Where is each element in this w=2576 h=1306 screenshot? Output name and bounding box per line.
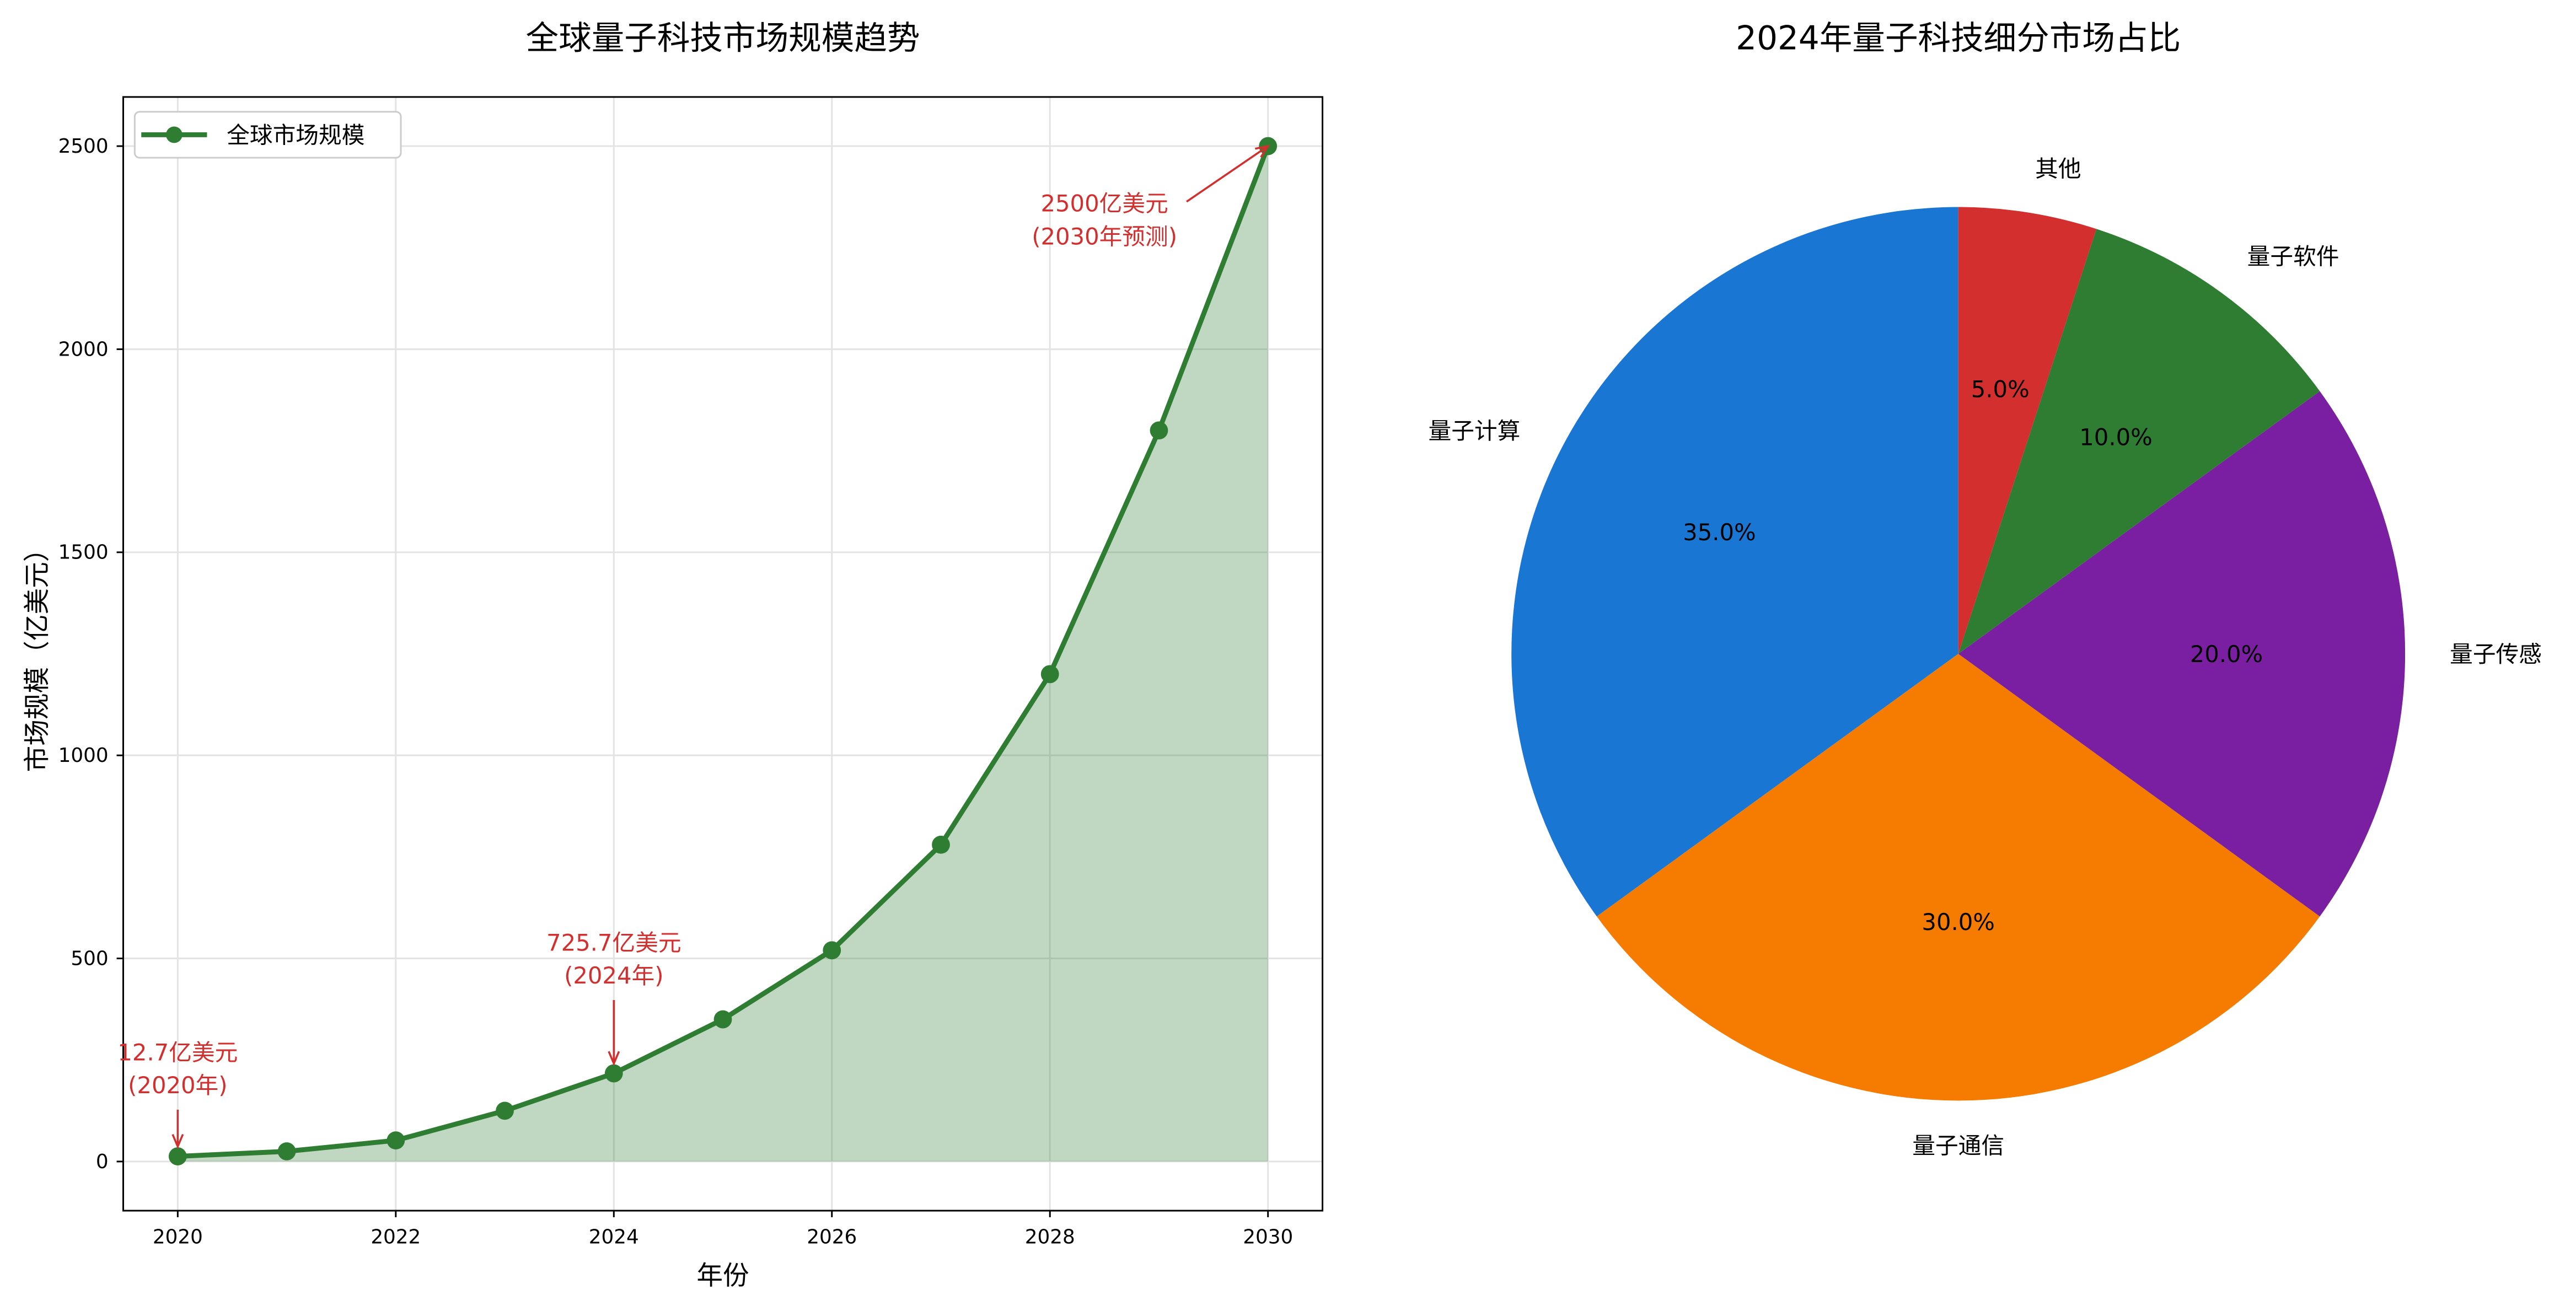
data-point [387, 1131, 405, 1150]
legend-marker [165, 126, 183, 143]
annotation-text: 12.7亿美元 [117, 1039, 238, 1066]
x-axis-label: 年份 [696, 1261, 749, 1291]
line-chart-title: 全球量子科技市场规模趋势 [526, 20, 920, 58]
slice-percent: 20.0% [2190, 641, 2263, 668]
slice-label: 量子通信 [1912, 1132, 2004, 1159]
annotation-text: (2020年) [128, 1072, 227, 1099]
y-tick-label: 2000 [58, 338, 109, 361]
data-point [277, 1142, 296, 1160]
x-tick-label: 2020 [153, 1226, 203, 1249]
pie-slice [1958, 207, 2097, 654]
slice-percent: 30.0% [1922, 909, 1994, 936]
pie-slices [1511, 207, 2406, 1101]
annotation-arrowhead [608, 1051, 620, 1066]
data-point [168, 1147, 187, 1165]
x-tick-label: 2030 [1243, 1226, 1293, 1249]
y-tick-label: 2500 [58, 135, 109, 158]
pie-chart: 2024年量子科技细分市场占比 量子计算 35.0% 量子通信 30.0% 量子传感 20… [1429, 20, 2542, 1159]
annotations: 12.7亿美元 (2020年) 725.7亿美元 (2024年) 2500亿美元 (203… [117, 144, 1270, 1149]
plot-frame [122, 96, 1324, 1212]
axis-ticks: 2020 2022 2024 2026 2028 2030 0 500 1000 1500 2000… [58, 135, 1294, 1249]
slice-label: 量子软件 [2247, 243, 2339, 270]
slice-label: 量子计算 [1429, 417, 1521, 444]
y-tick-label: 0 [96, 1151, 109, 1173]
slice-label: 量子传感 [2450, 641, 2542, 668]
y-tick-label: 500 [71, 947, 108, 970]
data-points [168, 137, 1278, 1165]
x-tick-label: 2026 [807, 1226, 857, 1249]
data-point [1150, 421, 1168, 440]
annotation-text: (2024年) [564, 962, 663, 989]
legend: 全球市场规模 [133, 111, 402, 159]
annotation-arrowhead [1254, 144, 1270, 158]
pie-slice [1597, 653, 2320, 1101]
data-point [604, 1064, 623, 1083]
annotation-arrow [1186, 145, 1269, 203]
annotation-text: 2500亿美元 [1040, 190, 1168, 217]
legend-label: 全球市场规模 [227, 121, 364, 148]
pie-labels: 量子计算 35.0% 量子通信 30.0% 量子传感 20.0% 量子软件 10.0% 其他 5.… [1429, 155, 2542, 1159]
pie-slice [1958, 229, 2320, 654]
annotation-text: 725.7亿美元 [546, 929, 681, 956]
slice-percent: 35.0% [1683, 519, 1756, 546]
pie-slice [1958, 391, 2406, 917]
slice-label: 其他 [2035, 155, 2081, 182]
annotation-text: (2030年预测) [1032, 223, 1177, 250]
data-point [932, 835, 950, 854]
area-fill [178, 146, 1268, 1162]
data-point [1040, 665, 1059, 684]
y-tick-label: 1000 [58, 744, 109, 767]
x-tick-label: 2022 [371, 1226, 421, 1249]
legend-box [133, 111, 402, 159]
y-axis-label: 市场规模（亿美元） [22, 536, 52, 772]
y-tick-label: 1500 [58, 541, 109, 564]
data-point [713, 1010, 732, 1029]
x-tick-label: 2028 [1025, 1226, 1075, 1249]
slice-percent: 10.0% [2079, 423, 2152, 450]
data-point [823, 941, 841, 960]
annotation-arrowhead [171, 1134, 184, 1149]
slice-percent: 5.0% [1971, 376, 2030, 403]
line-chart: 全球量子科技市场规模趋势 2020 2022 2024 2026 2028 2030 0 50… [22, 20, 1324, 1291]
pie-chart-title: 2024年量子科技细分市场占比 [1736, 20, 2181, 58]
x-tick-label: 2024 [589, 1226, 639, 1249]
data-point [496, 1101, 514, 1120]
pie-slice [1511, 207, 1958, 917]
